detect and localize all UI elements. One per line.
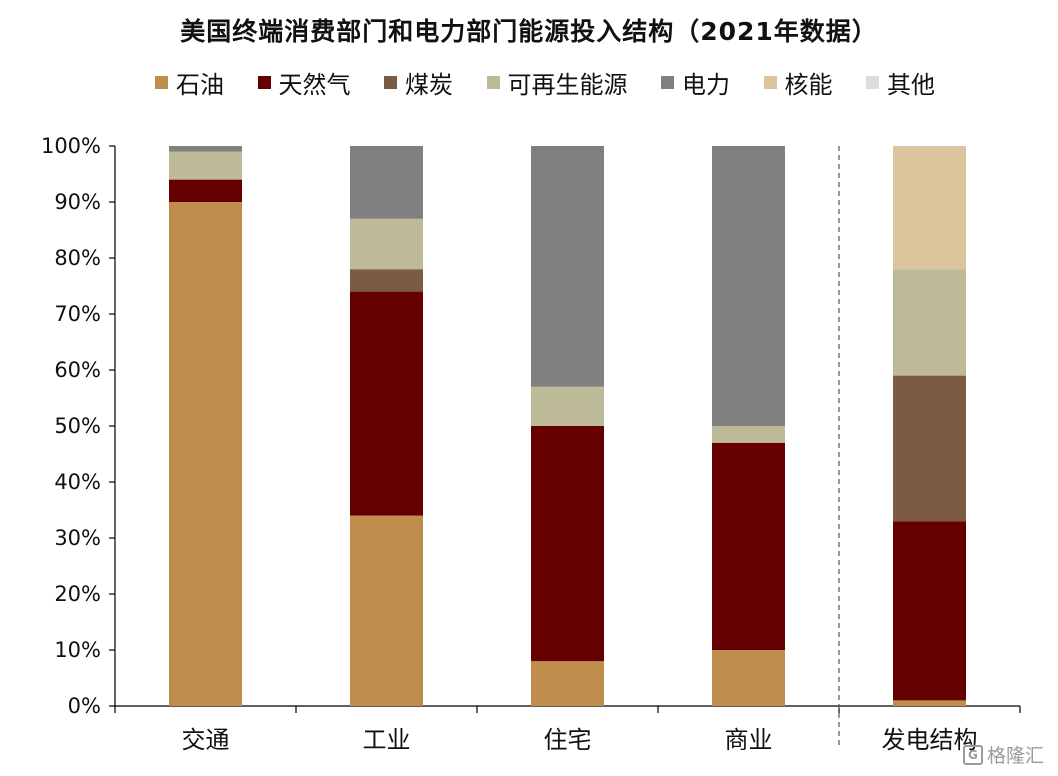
legend-label-3: 可再生能源 <box>507 70 628 99</box>
watermark-text: 格隆汇 <box>986 745 1044 767</box>
legend-item-1: 天然气 <box>257 65 351 100</box>
bar-1-2 <box>350 269 423 292</box>
legend-swatch-5 <box>763 75 777 89</box>
bar-2-3 <box>531 386 604 426</box>
bar-4-0 <box>893 700 966 706</box>
bar-2-1 <box>531 426 604 662</box>
legend-item-6: 其他 <box>866 65 935 100</box>
y-tick-label-3: 30% <box>54 526 101 550</box>
legend-swatch-2 <box>384 75 397 89</box>
legend-swatch-0 <box>155 75 168 89</box>
watermark: G 格隆汇 <box>962 741 1044 768</box>
bar-1-0 <box>350 515 423 706</box>
x-category-label-2: 住宅 <box>544 726 592 754</box>
y-tick-label-0: 0% <box>68 694 101 718</box>
legend-swatch-3 <box>486 75 500 89</box>
bar-3-3 <box>712 426 785 443</box>
bar-4-2 <box>893 375 966 522</box>
legend-item-3: 可再生能源 <box>486 65 628 100</box>
legend-label-0: 石油 <box>176 70 224 99</box>
bar-0-3 <box>169 151 242 180</box>
legend-swatch-1 <box>257 75 271 89</box>
y-tick-label-8: 80% <box>54 246 101 270</box>
x-category-label-1: 工业 <box>363 726 411 754</box>
bar-1-1 <box>350 291 423 516</box>
bar-4-3 <box>893 269 966 376</box>
y-tick-label-10: 100% <box>41 134 101 158</box>
y-tick-label-1: 10% <box>54 638 101 662</box>
y-tick-label-2: 20% <box>54 582 101 606</box>
legend-swatch-4 <box>661 75 674 89</box>
bar-0-4 <box>169 146 242 152</box>
bar-4-5 <box>893 146 966 270</box>
legend-swatch-6 <box>866 75 879 89</box>
legend-item-5: 核能 <box>763 65 833 100</box>
bar-2-0 <box>531 661 604 706</box>
y-tick-label-6: 60% <box>54 358 101 382</box>
legend-item-4: 电力 <box>661 65 730 100</box>
chart-title: 美国终端消费部门和电力部门能源投入结构（2021年数据） <box>180 17 878 46</box>
legend-label-1: 天然气 <box>278 70 351 99</box>
watermark-logo-icon: G <box>962 744 983 765</box>
y-tick-label-7: 70% <box>54 302 101 326</box>
x-category-label-4: 发电结构 <box>882 726 978 754</box>
x-category-label-3: 商业 <box>725 726 773 754</box>
bar-3-1 <box>712 442 785 650</box>
y-tick-label-4: 40% <box>54 470 101 494</box>
legend-item-2: 煤炭 <box>384 65 453 100</box>
legend-label-4: 电力 <box>682 70 730 99</box>
bar-1-4 <box>350 146 423 219</box>
bar-3-0 <box>712 650 785 706</box>
bar-2-4 <box>531 146 604 387</box>
bar-3-4 <box>712 146 785 426</box>
bar-0-1 <box>169 179 242 202</box>
legend-item-0: 石油 <box>155 65 224 100</box>
bar-1-3 <box>350 218 423 270</box>
y-tick-label-9: 90% <box>54 190 101 214</box>
legend-label-2: 煤炭 <box>405 70 453 99</box>
y-tick-label-5: 50% <box>54 414 101 438</box>
bar-4-1 <box>893 521 966 701</box>
legend-label-6: 其他 <box>887 70 935 99</box>
bar-0-0 <box>169 202 242 706</box>
chart-legend: 石油 天然气 煤炭 可再生能源 电力 核能 其他 <box>155 64 935 100</box>
legend-label-5: 核能 <box>784 70 833 99</box>
x-category-label-0: 交通 <box>182 726 230 754</box>
